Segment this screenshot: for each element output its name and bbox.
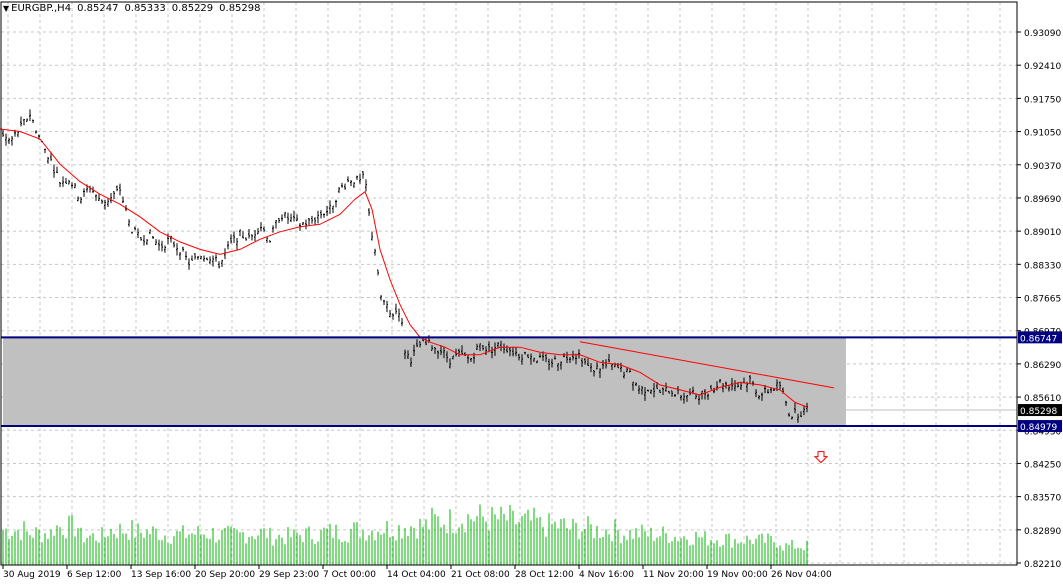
chart-axes xyxy=(0,1,1021,569)
y-tick-label: 0.84250 xyxy=(1024,460,1061,470)
symbol-label: EURGBP.,H4 xyxy=(11,3,72,14)
chart-header: ▼ EURGBP.,H4 0.85247 0.85333 0.85229 0.8… xyxy=(3,3,265,14)
triangle-down-icon[interactable]: ▼ xyxy=(3,4,10,13)
chart-grid xyxy=(1,2,1017,565)
x-tick-label: 14 Oct 04:00 xyxy=(387,570,446,580)
high-price: 0.85333 xyxy=(124,3,166,14)
trendline xyxy=(579,341,835,464)
y-tick-label: 0.92410 xyxy=(1024,62,1061,72)
moving-average-line xyxy=(0,128,809,408)
x-tick-label: 29 Sep 23:00 xyxy=(259,570,319,580)
level-label: 0.84979 xyxy=(1020,423,1057,433)
y-tick-label: 0.89010 xyxy=(1024,228,1061,238)
zone-rect xyxy=(3,337,846,427)
horizontal-levels xyxy=(1,336,1017,428)
x-tick-label: 30 Aug 2019 xyxy=(3,570,61,580)
volume-histogram xyxy=(2,504,808,565)
level-label-box xyxy=(1018,331,1062,344)
x-tick-label: 13 Sep 16:00 xyxy=(131,570,191,580)
plot-frame xyxy=(0,1,1018,566)
y-tick-label: 0.93090 xyxy=(1024,29,1061,39)
x-tick-label: 21 Oct 08:00 xyxy=(451,570,510,580)
y-tick-label: 0.87665 xyxy=(1024,295,1061,305)
y-tick-label: 0.89690 xyxy=(1024,195,1061,205)
support-resistance-zone xyxy=(3,337,846,427)
x-tick-label: 19 Nov 00:00 xyxy=(707,570,768,580)
y-tick-label: 0.88330 xyxy=(1024,261,1061,271)
x-tick-label: 6 Sep 12:00 xyxy=(67,570,122,580)
moving-average xyxy=(0,128,809,408)
y-tick-label: 0.85610 xyxy=(1024,394,1061,404)
y-tick-label: 0.82890 xyxy=(1024,527,1061,537)
y-tick-label: 0.82210 xyxy=(1024,560,1061,570)
close-price: 0.85298 xyxy=(219,3,261,14)
x-tick-label: 7 Oct 00:00 xyxy=(323,570,376,580)
arrow-down-icon[interactable] xyxy=(813,451,829,464)
y-tick-label: 0.90370 xyxy=(1024,162,1061,172)
x-tick-label: 20 Sep 20:00 xyxy=(195,570,255,580)
current-price-box xyxy=(1018,404,1062,417)
x-tick-label: 4 Nov 16:00 xyxy=(579,570,634,580)
trendline-line[interactable] xyxy=(579,341,835,389)
price-bars xyxy=(2,109,808,423)
y-tick-label: 0.84930 xyxy=(1024,427,1061,437)
y-tick-label: 0.83570 xyxy=(1024,494,1061,504)
axis-labels: 0.93090 0.92410 0.91750 0.91050 0.90370 0.896… xyxy=(3,29,1062,580)
y-tick-label: 0.86290 xyxy=(1024,361,1061,371)
current-price-label: 0.85298 xyxy=(1020,407,1057,417)
x-tick-label: 28 Oct 12:00 xyxy=(515,570,574,580)
x-tick-label: 26 Nov 04:00 xyxy=(771,570,832,580)
level-label: 0.86747 xyxy=(1020,334,1057,344)
y-tick-label: 0.91050 xyxy=(1024,129,1061,139)
x-tick-label: 11 Nov 20:00 xyxy=(643,570,704,580)
low-price: 0.85229 xyxy=(171,3,214,14)
open-price: 0.85247 xyxy=(77,3,119,14)
level-label-box xyxy=(1018,420,1062,433)
y-tick-label: 0.91750 xyxy=(1024,95,1061,105)
